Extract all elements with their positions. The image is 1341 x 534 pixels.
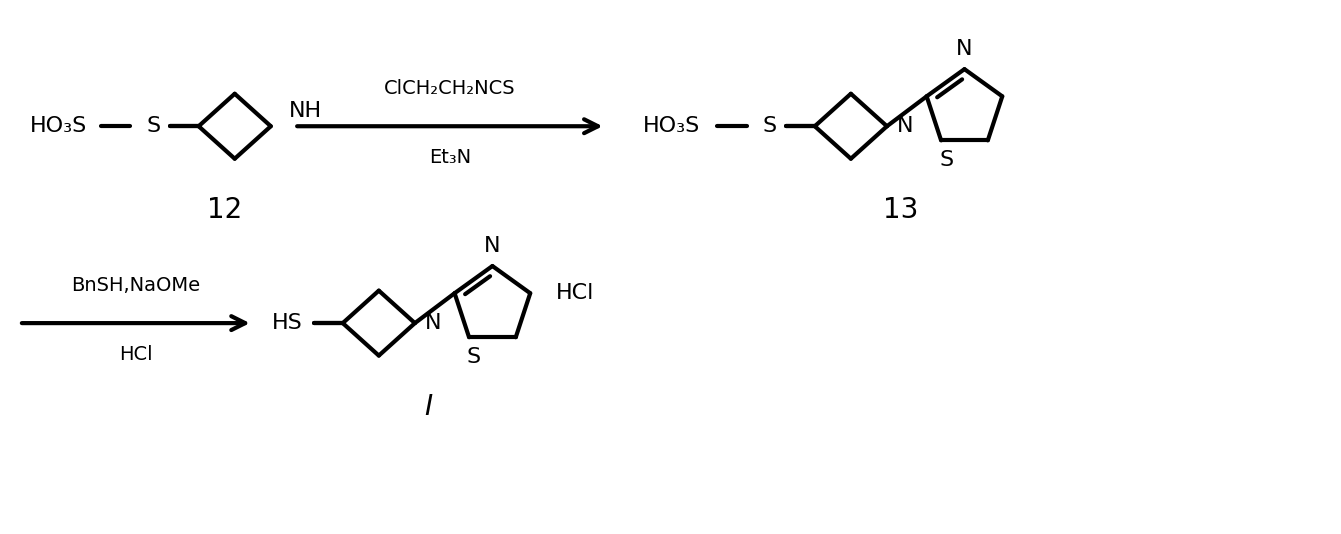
Text: I: I bbox=[425, 393, 433, 421]
Text: N: N bbox=[484, 237, 500, 256]
Text: Et₃N: Et₃N bbox=[429, 148, 471, 167]
Text: HS: HS bbox=[272, 313, 303, 333]
Text: S: S bbox=[467, 347, 481, 367]
Text: ClCH₂CH₂NCS: ClCH₂CH₂NCS bbox=[384, 80, 516, 98]
Text: BnSH,NaOMe: BnSH,NaOMe bbox=[71, 276, 200, 295]
Text: N: N bbox=[897, 116, 913, 136]
Text: 12: 12 bbox=[207, 196, 243, 224]
Text: S: S bbox=[939, 150, 953, 170]
Text: N: N bbox=[956, 40, 972, 59]
Text: N: N bbox=[425, 313, 441, 333]
Text: HCl: HCl bbox=[119, 345, 153, 364]
Text: 13: 13 bbox=[882, 196, 919, 224]
Text: HCl: HCl bbox=[555, 283, 594, 303]
Text: HO₃S: HO₃S bbox=[644, 116, 700, 136]
Text: HO₃S: HO₃S bbox=[31, 116, 87, 136]
Text: S: S bbox=[762, 116, 776, 136]
Text: S: S bbox=[146, 116, 161, 136]
Text: NH: NH bbox=[290, 101, 322, 121]
